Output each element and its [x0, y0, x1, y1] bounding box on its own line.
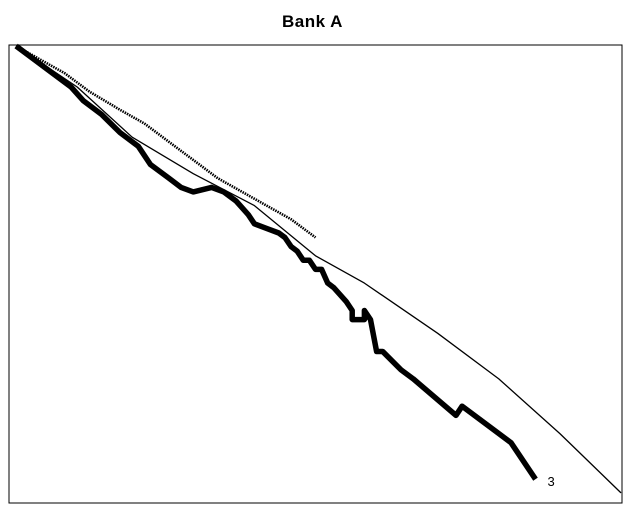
series-line-2 — [15, 44, 317, 239]
series-line-3 — [14, 43, 538, 481]
chart-title: Bank A — [282, 12, 343, 31]
series-layer: 3 — [14, 43, 622, 494]
series-end-label: 3 — [548, 474, 555, 489]
series-line-1 — [15, 45, 622, 494]
plot-frame — [8, 44, 623, 504]
